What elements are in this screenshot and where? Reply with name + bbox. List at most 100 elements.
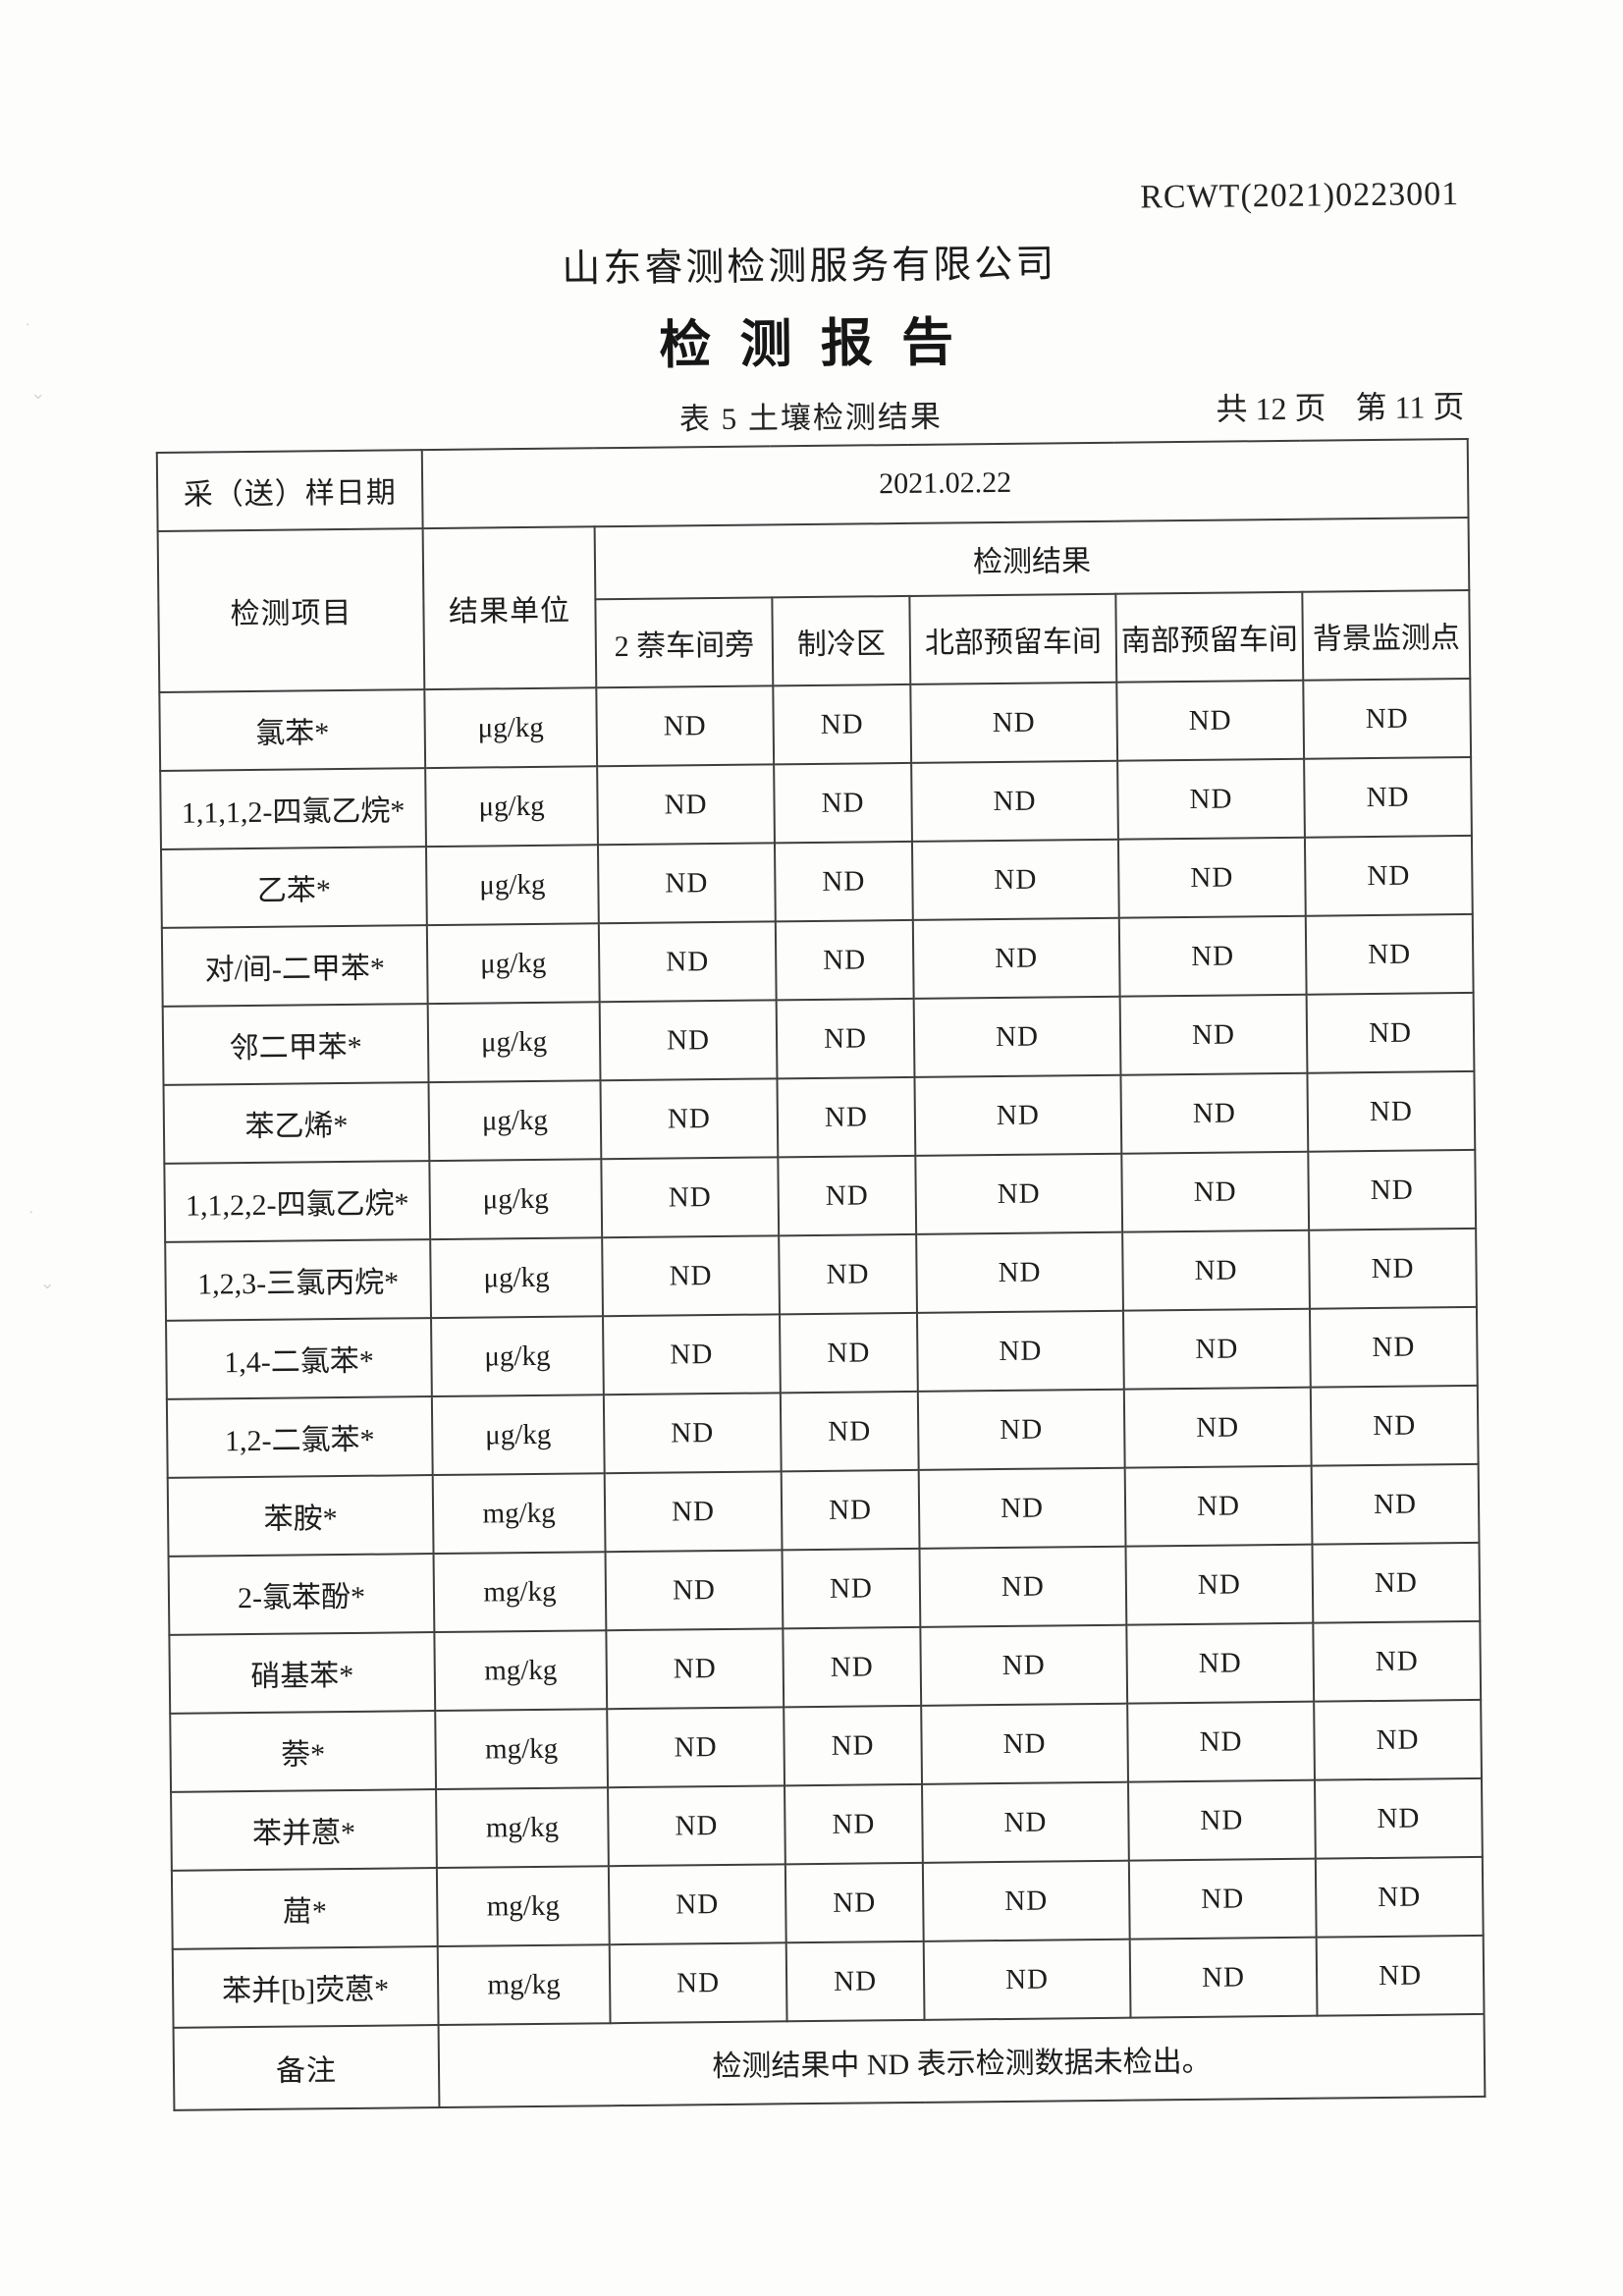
scan-artifact: ·: [22, 313, 33, 335]
result-value: ND: [1307, 1070, 1476, 1152]
result-value: ND: [600, 1078, 779, 1160]
result-value: ND: [1120, 1072, 1309, 1154]
result-value: ND: [1304, 756, 1472, 838]
location-header: 2 萘车间旁: [595, 597, 774, 688]
result-value: ND: [911, 760, 1118, 842]
result-value: ND: [776, 998, 915, 1079]
table-row: 乙苯* μg/kg ND ND ND ND ND: [161, 835, 1473, 928]
results-group-header: 检测结果: [594, 517, 1470, 600]
results-body: 采（送）样日期 2021.02.22 检测项目 结果单位 检测结果 2 萘车间旁…: [156, 438, 1486, 2110]
result-value: ND: [1310, 1385, 1479, 1466]
result-value: ND: [912, 917, 1120, 999]
table-row: 1,1,2,2-四氯乙烷* μg/kg ND ND ND ND ND: [164, 1149, 1477, 1242]
table-row: 氯苯* μg/kg ND ND ND ND ND: [159, 678, 1472, 771]
unit-value: mg/kg: [433, 1552, 607, 1633]
result-value: ND: [608, 1864, 786, 1945]
result-value: ND: [1309, 1306, 1478, 1388]
table-row: 䓛* mg/kg ND ND ND ND ND: [171, 1856, 1484, 1949]
result-value: ND: [1312, 1542, 1481, 1623]
scan-artifact: ·: [26, 1201, 36, 1223]
result-value: ND: [919, 1546, 1127, 1627]
result-value: ND: [1306, 992, 1475, 1073]
sample-date-label: 采（送）样日期: [156, 450, 423, 531]
result-value: ND: [602, 1235, 780, 1317]
result-value: ND: [917, 1389, 1125, 1470]
unit-value: mg/kg: [435, 1709, 609, 1790]
analyte-name: 1,1,1,2-四氯乙烷*: [160, 768, 426, 849]
page-current: 第 11 页: [1355, 389, 1465, 426]
result-value: ND: [922, 1781, 1129, 1863]
unit-value: μg/kg: [425, 766, 598, 847]
result-value: ND: [773, 683, 912, 765]
company-name: 山东睿测检测服务有限公司: [562, 243, 1057, 291]
result-value: ND: [921, 1703, 1129, 1784]
unit-value: μg/kg: [431, 1316, 604, 1397]
result-value: ND: [601, 1157, 780, 1238]
location-header: 南部预留车间: [1115, 591, 1304, 683]
result-value: ND: [1311, 1463, 1480, 1545]
location-header: 背景监测点: [1302, 589, 1471, 681]
analyte-name: 苯乙烯*: [163, 1082, 430, 1164]
result-value: ND: [1304, 835, 1473, 916]
analyte-name: 乙苯*: [161, 847, 427, 928]
result-value: ND: [916, 1231, 1123, 1313]
result-value: ND: [774, 762, 912, 844]
report-title: 检 测 报 告: [658, 314, 962, 375]
result-value: ND: [915, 1153, 1123, 1234]
result-value: ND: [1129, 1937, 1318, 2018]
result-value: ND: [597, 843, 776, 924]
result-value: ND: [1305, 913, 1474, 995]
result-value: ND: [774, 841, 913, 922]
unit-value: μg/kg: [430, 1237, 604, 1319]
result-value: ND: [1314, 1699, 1483, 1780]
result-value: ND: [1117, 837, 1306, 918]
result-value: ND: [918, 1467, 1126, 1549]
result-value: ND: [780, 1391, 919, 1472]
unit-value: mg/kg: [432, 1473, 606, 1555]
result-value: ND: [782, 1548, 921, 1629]
analyte-name: 苯胺*: [167, 1475, 434, 1557]
result-value: ND: [608, 1785, 785, 1867]
result-value: ND: [1128, 1779, 1316, 1861]
scan-artifact: ⌄: [39, 1273, 55, 1293]
result-value: ND: [781, 1469, 920, 1551]
result-value: ND: [784, 1783, 923, 1865]
result-value: ND: [784, 1705, 923, 1786]
result-value: ND: [1128, 1858, 1317, 1940]
table-row: 1,4-二氯苯* μg/kg ND ND ND ND ND: [166, 1306, 1478, 1399]
result-value: ND: [785, 1941, 925, 2022]
remark-text: 检测结果中 ND 表示检测数据未检出。: [438, 2013, 1486, 2108]
result-value: ND: [1122, 1230, 1310, 1311]
unit-value: μg/kg: [424, 687, 598, 769]
unit-value: μg/kg: [429, 1159, 603, 1240]
sample-date-value: 2021.02.22: [421, 438, 1469, 529]
result-value: ND: [607, 1707, 785, 1788]
result-value: ND: [1314, 1777, 1483, 1859]
scan-artifact: ⌄: [30, 383, 46, 404]
unit-value: μg/kg: [427, 1002, 601, 1083]
result-value: ND: [777, 1076, 916, 1158]
result-value: ND: [910, 682, 1118, 763]
location-header: 制冷区: [772, 595, 911, 686]
table-row: 苯并蒽* mg/kg ND ND ND ND ND: [171, 1777, 1483, 1871]
result-value: ND: [599, 1000, 778, 1081]
header-row-top: 检测项目 结果单位 检测结果: [157, 517, 1470, 692]
result-value: ND: [923, 1939, 1131, 2020]
table-row: 邻二甲苯* μg/kg ND ND ND ND ND: [162, 992, 1475, 1085]
result-value: ND: [922, 1860, 1130, 1941]
result-value: ND: [609, 1942, 787, 2024]
result-value: ND: [1309, 1228, 1478, 1309]
analyte-name: 2-氯苯酚*: [168, 1554, 435, 1635]
analyte-name: 邻二甲苯*: [162, 1004, 429, 1085]
result-value: ND: [606, 1628, 784, 1710]
page-total: 共 12 页: [1216, 390, 1326, 427]
analyte-name: 1,2-二氯苯*: [166, 1396, 433, 1478]
result-value: ND: [911, 839, 1119, 920]
table-row: 1,2,3-三氯丙烷* μg/kg ND ND ND ND ND: [165, 1228, 1478, 1321]
table-row: 苯胺* mg/kg ND ND ND ND ND: [167, 1463, 1480, 1557]
sample-date-row: 采（送）样日期 2021.02.22: [156, 438, 1469, 531]
table-row: 硝基苯* mg/kg ND ND ND ND ND: [169, 1620, 1482, 1714]
result-value: ND: [603, 1393, 782, 1474]
result-value: ND: [1118, 915, 1307, 997]
